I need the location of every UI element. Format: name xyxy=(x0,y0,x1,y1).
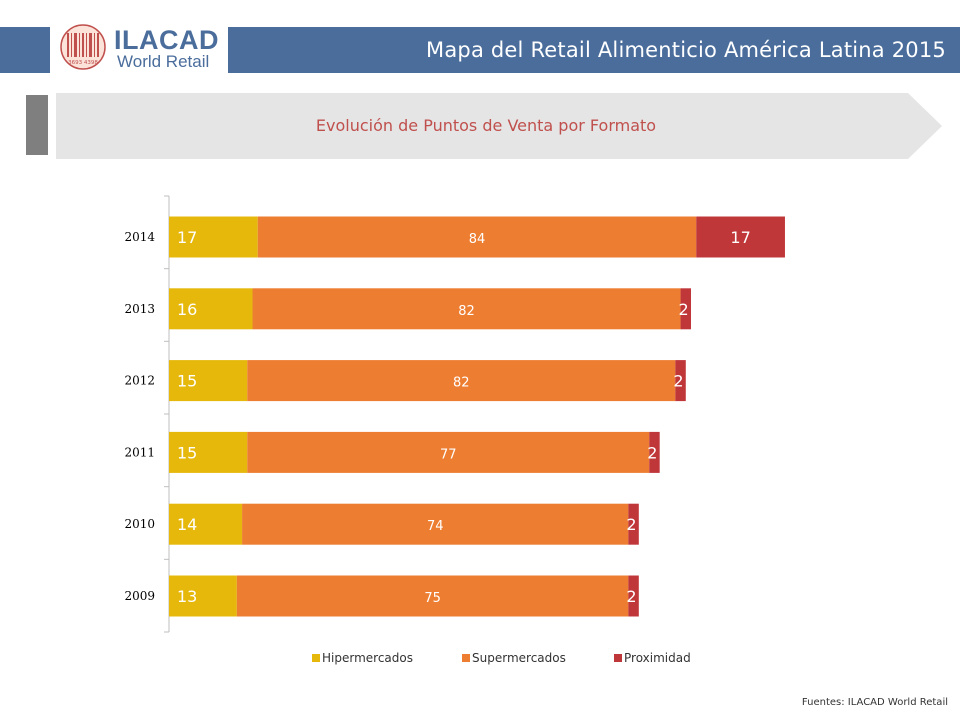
legend-label-hipermercados: Hipermercados xyxy=(322,651,413,665)
legend-swatch-proximidad xyxy=(614,654,622,662)
logo: 3693 4398 ILACAD World Retail xyxy=(50,18,228,76)
legend-label-proximidad: Proximidad xyxy=(624,651,691,665)
legend-swatch-hipermercados xyxy=(312,654,320,662)
bar-segment-hipermercados xyxy=(169,360,248,402)
section-title: Evolución de Puntos de Venta por Formato xyxy=(315,116,657,135)
data-label-hipermercados: 16 xyxy=(177,300,197,319)
data-label-supermercados: 82 xyxy=(458,304,475,319)
bar-segment-hipermercados xyxy=(169,575,237,617)
data-label-hipermercados: 15 xyxy=(177,372,197,391)
data-label-proximidad: 2 xyxy=(673,372,683,391)
data-label-supermercados: 84 xyxy=(469,232,486,247)
category-label: 2012 xyxy=(124,374,155,388)
bar-segment-supermercados xyxy=(247,360,676,402)
data-label-hipermercados: 17 xyxy=(177,228,197,247)
data-label-proximidad: 2 xyxy=(626,587,636,606)
page-title: Mapa del Retail Alimenticio América Lati… xyxy=(426,38,946,62)
bar-segment-proximidad xyxy=(628,503,639,545)
category-label: 2013 xyxy=(124,302,155,316)
bar-segment-hipermercados xyxy=(169,503,243,545)
bar-segment-proximidad xyxy=(649,431,660,473)
section-banner xyxy=(56,93,942,159)
data-label-hipermercados: 15 xyxy=(177,443,197,462)
data-label-proximidad: 2 xyxy=(679,300,689,319)
bar-segment-supermercados xyxy=(252,288,681,330)
category-label: 2011 xyxy=(124,445,155,459)
bar-segment-proximidad xyxy=(696,216,785,258)
bar-segment-hipermercados xyxy=(169,216,258,258)
logo-subtitle: World Retail xyxy=(117,52,210,71)
logo-name: ILACAD xyxy=(114,25,219,55)
bar-segment-proximidad xyxy=(680,288,691,330)
bar-segment-supermercados xyxy=(247,431,650,473)
data-label-supermercados: 82 xyxy=(453,376,470,391)
legend-swatch-supermercados xyxy=(462,654,470,662)
bar-segment-supermercados xyxy=(257,216,697,258)
category-label: 2009 xyxy=(124,589,155,603)
data-label-proximidad: 2 xyxy=(626,515,636,534)
logo-barcode-icon: 3693 4398 xyxy=(60,24,106,70)
section-marker xyxy=(26,95,48,155)
bar-segment-hipermercados xyxy=(169,431,248,473)
category-label: 2014 xyxy=(124,230,155,244)
data-label-proximidad: 17 xyxy=(730,228,750,247)
data-label-supermercados: 75 xyxy=(424,591,441,606)
data-label-hipermercados: 13 xyxy=(177,587,197,606)
data-label-proximidad: 2 xyxy=(647,443,657,462)
data-label-supermercados: 77 xyxy=(440,447,457,462)
bar-segment-proximidad xyxy=(675,360,686,402)
legend-label-supermercados: Supermercados xyxy=(472,651,566,665)
data-label-supermercados: 74 xyxy=(427,519,444,534)
bar-segment-supermercados xyxy=(236,575,629,617)
bar-segment-supermercados xyxy=(242,503,629,545)
logo-codes: 3693 4398 xyxy=(68,60,98,66)
source-note: Fuentes: ILACAD World Retail xyxy=(801,697,948,708)
data-label-hipermercados: 14 xyxy=(177,515,197,534)
bar-segment-proximidad xyxy=(628,575,639,617)
category-label: 2010 xyxy=(124,517,155,531)
bar-segment-hipermercados xyxy=(169,288,253,330)
